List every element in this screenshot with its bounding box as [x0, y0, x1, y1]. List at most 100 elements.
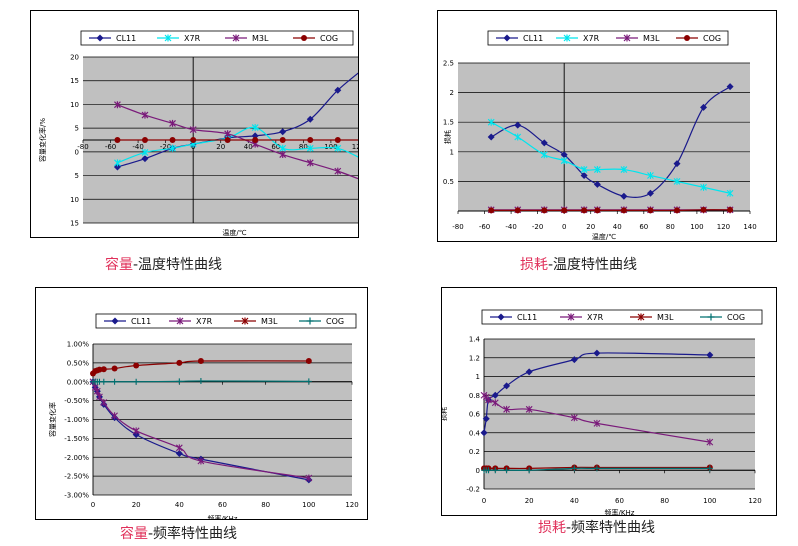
chart-panel-cap-temp: 2015105051015-80-60-40-20020406080100120…	[30, 10, 359, 238]
y-tick-label: -1.50%	[64, 435, 89, 443]
x-tick-label: -40	[132, 143, 143, 151]
marker-cog-5	[594, 207, 601, 214]
y-tick-label: -3.00%	[64, 492, 89, 500]
y-tick-label: -1.00%	[64, 416, 89, 424]
x-tick-label: 120	[717, 223, 730, 231]
marker-m3l-8	[334, 167, 342, 175]
y-tick-label: -2.50%	[64, 473, 89, 481]
marker-cl11-1	[482, 415, 490, 423]
chart-loss-temp: 0.5 1 1.5 2 2.5 -80 -60 -40 -20 0 20 40 60 80 100 120 14…	[443, 30, 757, 241]
y-axis-title: 容量变化率	[48, 402, 57, 437]
legend-label-cog: COG	[326, 317, 344, 326]
legend-box	[95, 313, 357, 329]
marker-m3l-1	[141, 111, 149, 119]
legend-label-cog: COG	[703, 34, 721, 43]
marker-m3l-4	[224, 130, 232, 138]
chart-loss-freq: 1.41.210.80.60.40.20-0.20 20 40 60 80 100 120频…	[442, 309, 763, 515]
x-tick-label: 80	[299, 143, 308, 151]
chart-panel-loss-freq: 1.4 1.2 1 0.8 0.6 0.4 0.2 0 -0.2 0 20 40 60 80 100 120 频…	[441, 287, 777, 516]
y-tick-label: 10	[70, 101, 79, 109]
legend-label-m3l: M3L	[657, 313, 674, 322]
marker-x7r-4	[503, 405, 510, 413]
legend-box	[487, 30, 729, 46]
x-tick-label: 80	[261, 501, 270, 509]
legend-marker-x7r	[563, 34, 571, 42]
marker-x7r-8	[334, 144, 342, 152]
x-tick-label: -40	[505, 223, 516, 231]
marker-m3l-4	[100, 366, 107, 373]
marker-cog-6	[279, 137, 286, 143]
x-tick-label: 120	[345, 501, 358, 509]
legend-label-cl11: CL11	[523, 34, 543, 43]
y-tick-label: 0	[476, 467, 480, 475]
marker-x7r-7	[593, 419, 601, 427]
marker-x7r-5	[525, 405, 533, 413]
marker-m3l-2	[169, 119, 176, 127]
marker-x7r-8	[673, 177, 681, 185]
marker-cog-0	[488, 207, 495, 214]
x-axis-title: 频率/KHz	[208, 514, 238, 519]
y-tick-label: 20	[70, 54, 79, 62]
x-tick-label: 120	[748, 497, 761, 505]
y-tick-label: 0.2	[469, 448, 480, 456]
chart-cap-temp: 2015105051015-80-60-40-20020406080100120…	[38, 30, 358, 237]
legend-label-x7r: X7R	[587, 313, 604, 322]
marker-m3l-6	[279, 151, 287, 159]
y-tick-label: 2.5	[443, 60, 454, 68]
x-tick-label: -60	[479, 223, 490, 231]
chart-panel-loss-temp: 0.5 1 1.5 2 2.5 -80 -60 -40 -20 0 20 40 60 80 100 120 14…	[437, 10, 777, 242]
legend-marker-m3l	[232, 34, 240, 42]
marker-x7r-8	[706, 438, 714, 446]
marker-x7r-10	[726, 189, 734, 197]
y-tick-label: 2	[450, 89, 454, 97]
legend-marker-m3l	[623, 34, 631, 42]
marker-cog-4	[503, 467, 510, 474]
marker-cog-2	[169, 137, 176, 143]
marker-cog-6	[133, 378, 140, 385]
marker-x7r-8	[197, 457, 205, 465]
x-tick-label: 100	[703, 497, 716, 505]
marker-cl11-6	[570, 356, 578, 364]
marker-x7r-9	[700, 183, 707, 191]
legend-label-m3l: M3L	[643, 34, 660, 43]
chart-panel-cap-freq: 1.00% 0.50% 0.00% -0.50% -1.00% -1.50% -2.00% -…	[35, 287, 368, 520]
y-tick-label: 0.00%	[67, 378, 90, 386]
marker-x7r-6	[132, 427, 140, 435]
y-tick-label: 1.4	[469, 336, 481, 344]
marker-cl11-8	[706, 351, 714, 359]
y-axis-title: 损耗	[442, 407, 448, 421]
marker-x7r-2	[540, 151, 548, 159]
marker-cog-3	[492, 467, 499, 474]
y-axis-title: 损耗	[443, 130, 452, 144]
marker-cog-1	[514, 207, 521, 214]
legend-marker-cog	[301, 35, 307, 41]
legend-marker-cl11	[497, 313, 505, 321]
marker-x7r-7	[306, 144, 314, 152]
marker-cl11-3	[560, 151, 568, 159]
marker-cl11-5	[593, 180, 601, 188]
x-axis-title: 温度/℃	[222, 228, 246, 237]
y-axis-title: 容量变化率/%	[38, 118, 47, 162]
y-tick-label: -2.00%	[64, 454, 89, 462]
y-tick-label: 0.8	[469, 392, 480, 400]
marker-m3l-3	[189, 126, 197, 134]
caption-text: -温度特性曲线	[133, 257, 223, 273]
marker-cl11-7	[646, 189, 654, 197]
marker-cog-4	[581, 207, 588, 214]
x-tick-label: 60	[639, 223, 648, 231]
marker-cl11-5	[251, 132, 259, 140]
y-tick-label: 1.00%	[67, 341, 90, 349]
marker-cl11-0	[480, 429, 488, 437]
marker-x7r-2	[485, 396, 492, 404]
marker-cl11-7	[306, 115, 314, 123]
marker-x7r-6	[279, 144, 287, 152]
series-line-x7r	[117, 126, 358, 164]
marker-x7r-2	[169, 144, 176, 152]
legend-label-x7r: X7R	[196, 317, 213, 326]
caption-loss-temp: 损耗-温度特性曲线	[520, 254, 637, 274]
x-tick-label: -20	[160, 143, 171, 151]
caption-highlight: 容量	[120, 526, 148, 542]
marker-x7r-5	[593, 166, 601, 174]
legend-marker-x7r	[176, 317, 184, 325]
legend-marker-cl11	[503, 34, 511, 42]
